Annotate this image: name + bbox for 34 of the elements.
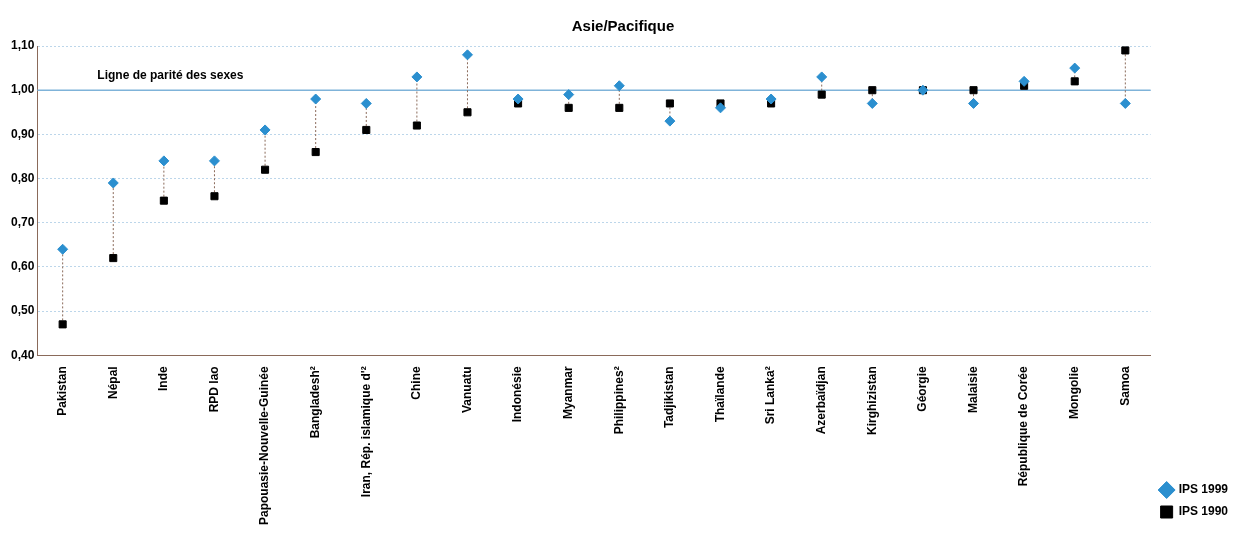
y-tick-label: 0,90 (11, 126, 35, 141)
legend-label: IPS 1990 (1178, 504, 1229, 519)
x-tick-label: Pakistan (54, 366, 69, 416)
x-tick-label: Thaïlande (712, 365, 727, 423)
chart-title: Asie/Pacifique (571, 17, 675, 35)
legend-label: IPS 1999 (1178, 482, 1229, 497)
x-tick-label: Inde (156, 365, 171, 391)
x-tick-label: Géorgie (915, 365, 930, 412)
x-tick-label: Azerbaïdjan (814, 366, 829, 435)
x-tick-label: Tadjikistan (662, 366, 677, 429)
x-tick-label: Malaisie (965, 365, 980, 413)
y-tick-label: 0,60 (11, 259, 35, 274)
y-tick-label: 0,70 (11, 215, 35, 230)
x-tick-label: République de Corée (1016, 365, 1031, 487)
ref-line-label: Ligne de parité des sexes (97, 68, 244, 83)
x-tick-label: Myanmar (561, 365, 575, 419)
x-tick-label: Indonésie (510, 365, 525, 423)
x-tick-label: Papouasie-Nouvelle-Guinée (257, 365, 272, 526)
y-tick-label: 0,80 (11, 170, 35, 185)
y-tick-label: 1,10 (11, 38, 35, 53)
y-tick-label: 1,00 (11, 82, 35, 97)
x-tick-label: Philippines² (611, 366, 626, 435)
x-tick-label: Népal (105, 366, 120, 399)
x-tick-label: Chine (409, 365, 424, 400)
x-tick-label: Kirghizistan (864, 366, 879, 435)
x-tick-label: Mongolie (1067, 365, 1082, 419)
x-tick-label: Samoa (1117, 365, 1132, 406)
x-tick-label: Sri Lanka² (763, 366, 778, 425)
x-tick-label: Bangladesh² (307, 366, 322, 439)
x-tick-label: Iran, Rép. islamique d'² (358, 366, 373, 498)
x-tick-label: Vanuatu (459, 366, 474, 413)
y-tick-label: 0,40 (11, 347, 35, 362)
y-tick-label: 0,50 (11, 303, 35, 318)
x-tick-label: RPD lao (206, 366, 221, 413)
